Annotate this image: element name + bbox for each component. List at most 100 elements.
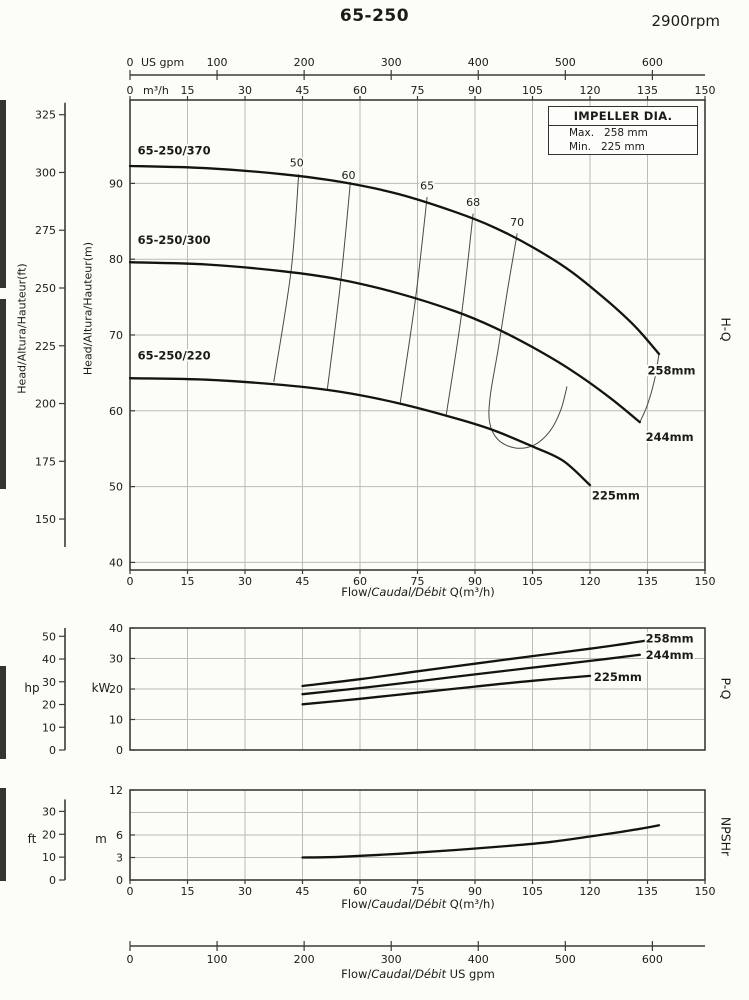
curve-name-label: 65-250/370 <box>138 144 211 158</box>
x-tick-label: 0 <box>127 575 134 588</box>
flow-label-part: Caudal/Débit <box>371 585 447 599</box>
y2-tick-label: 20 <box>42 828 56 841</box>
legend-row: Min. 225 mm <box>549 140 697 154</box>
y2-tick-label: 10 <box>42 851 56 864</box>
y-tick-label: 90 <box>109 177 123 190</box>
impeller-size-label: 225mm <box>594 670 642 684</box>
x-tick-label: 135 <box>637 885 658 898</box>
flow-label-part: Flow/ <box>341 585 372 599</box>
gpm-tick-label: 200 <box>294 56 315 69</box>
y2-tick-label: 200 <box>35 398 56 411</box>
efficiency-label: 60 <box>342 169 356 182</box>
curve-65-250/220 <box>128 377 592 487</box>
gpm-tick-label: 500 <box>555 953 576 966</box>
y2-tick-label: 250 <box>35 282 56 295</box>
hp-unit-label: hp <box>24 681 40 695</box>
kw-unit-label: kW <box>91 681 111 695</box>
x-tick-label: 45 <box>296 575 310 588</box>
y2-tick-label: 225 <box>35 340 56 353</box>
y-tick-label: 6 <box>116 829 123 842</box>
binder-edge-mark <box>0 100 6 288</box>
y-tick-label: 30 <box>109 653 123 666</box>
efficiency-label: 50 <box>290 157 304 170</box>
y2-tick-label: 0 <box>49 874 56 887</box>
x-tick-label: 120 <box>580 575 601 588</box>
x-tick-label: 45 <box>296 885 310 898</box>
y2-tick-label: 0 <box>49 744 56 757</box>
x-top-tick-label: 0 <box>127 84 134 97</box>
y-tick-label: 70 <box>109 329 123 342</box>
x-tick-label: 75 <box>411 885 425 898</box>
x-top-tick-label: 60 <box>353 84 367 97</box>
npsh-x-axis-title: Flow/Caudal/Débit Q(m³/h) <box>258 897 578 911</box>
y-tick-label: 10 <box>109 714 123 727</box>
y2-tick-label: 20 <box>42 699 56 712</box>
gpm-tick-label: 600 <box>642 56 663 69</box>
legend-row: Max. 258 mm <box>549 126 697 140</box>
binder-edge-mark <box>0 299 6 489</box>
curve-65-250/300 <box>128 261 641 424</box>
x-tick-label: 75 <box>411 575 425 588</box>
hq-chart: 0 0 15 15 30 30 45 45 60 60 75 75 90 90 105 105 120 120 13… <box>35 84 716 588</box>
curve-244mm <box>301 653 641 696</box>
x-top-tick-label: 75 <box>411 84 425 97</box>
y-tick-label: 0 <box>116 874 123 887</box>
flow-label-part: Flow/ <box>341 897 372 911</box>
flow-label-part: Flow/ <box>341 967 372 981</box>
y2-tick-label: 50 <box>42 630 56 643</box>
gpm-tick-label: 0 <box>127 56 134 69</box>
impeller-size-label: 225mm <box>592 489 640 503</box>
x-top-tick-label: 135 <box>637 84 658 97</box>
y2-tick-label: 175 <box>35 455 56 468</box>
legend-value: 258 mm <box>604 127 648 139</box>
x-tick-label: 135 <box>637 575 658 588</box>
gpm-axis-title: Flow/Caudal/Débit US gpm <box>258 967 578 981</box>
y-tick-label: 0 <box>116 744 123 757</box>
x-tick-label: 60 <box>353 885 367 898</box>
legend-key: Max. <box>569 127 595 139</box>
y-tick-label: 40 <box>109 622 123 635</box>
gpm-tick-label: 100 <box>207 953 228 966</box>
flow-label-part: Caudal/Débit <box>371 967 446 981</box>
y-tick-label: 50 <box>109 481 123 494</box>
x-top-tick-label: 45 <box>296 84 310 97</box>
curve-NPSHr <box>301 824 661 859</box>
gpm-tick-label: 100 <box>207 56 228 69</box>
legend-key: Min. <box>569 141 591 153</box>
gpm-top-axis: 0 100 200 300 400 500 600 US gpm <box>127 56 705 80</box>
flow-label-part: US gpm <box>446 967 495 981</box>
efficiency-line-68 <box>445 213 474 415</box>
gpm-tick-label: 500 <box>555 56 576 69</box>
y2-tick-label: 30 <box>42 676 56 689</box>
y2-tick-label: 300 <box>35 166 56 179</box>
y2-tick-label: 40 <box>42 653 56 666</box>
gpm-tick-label: 200 <box>294 953 315 966</box>
trim-boundary-line <box>639 353 660 423</box>
gpm-unit-label: US gpm <box>141 56 184 69</box>
gpm-tick-label: 0 <box>127 953 134 966</box>
y-tick-label: 60 <box>109 405 123 418</box>
impeller-size-label: 244mm <box>646 648 694 662</box>
y-tick-label: 12 <box>109 784 123 797</box>
x-top-tick-label: 120 <box>580 84 601 97</box>
binder-edge-mark <box>0 666 6 759</box>
y-tick-label: 20 <box>109 683 123 696</box>
gpm-tick-label: 600 <box>642 953 663 966</box>
x-top-tick-label: 150 <box>695 84 716 97</box>
curve-65-250/370 <box>128 164 661 356</box>
page-title: 65-250 <box>339 6 410 26</box>
y-tick-label: 40 <box>109 556 123 569</box>
curve-225mm <box>301 674 592 706</box>
x-tick-label: 120 <box>580 885 601 898</box>
pq-chart: 0 10 20 30 40 0 10 20 30 40 50 258mm 244mm 225mm <box>42 622 706 757</box>
efficiency-label: 65 <box>420 179 434 192</box>
flow-label-part: Q(m³/h) <box>446 897 495 911</box>
x-tick-label: 0 <box>127 885 134 898</box>
y2-tick-label: 325 <box>35 109 56 122</box>
gpm-tick-label: 400 <box>468 953 489 966</box>
x-tick-label: 105 <box>522 575 543 588</box>
x-top-tick-label: 30 <box>238 84 252 97</box>
impeller-legend: IMPELLER DIA. Max. 258 mm Min. 225 mm <box>548 106 698 155</box>
